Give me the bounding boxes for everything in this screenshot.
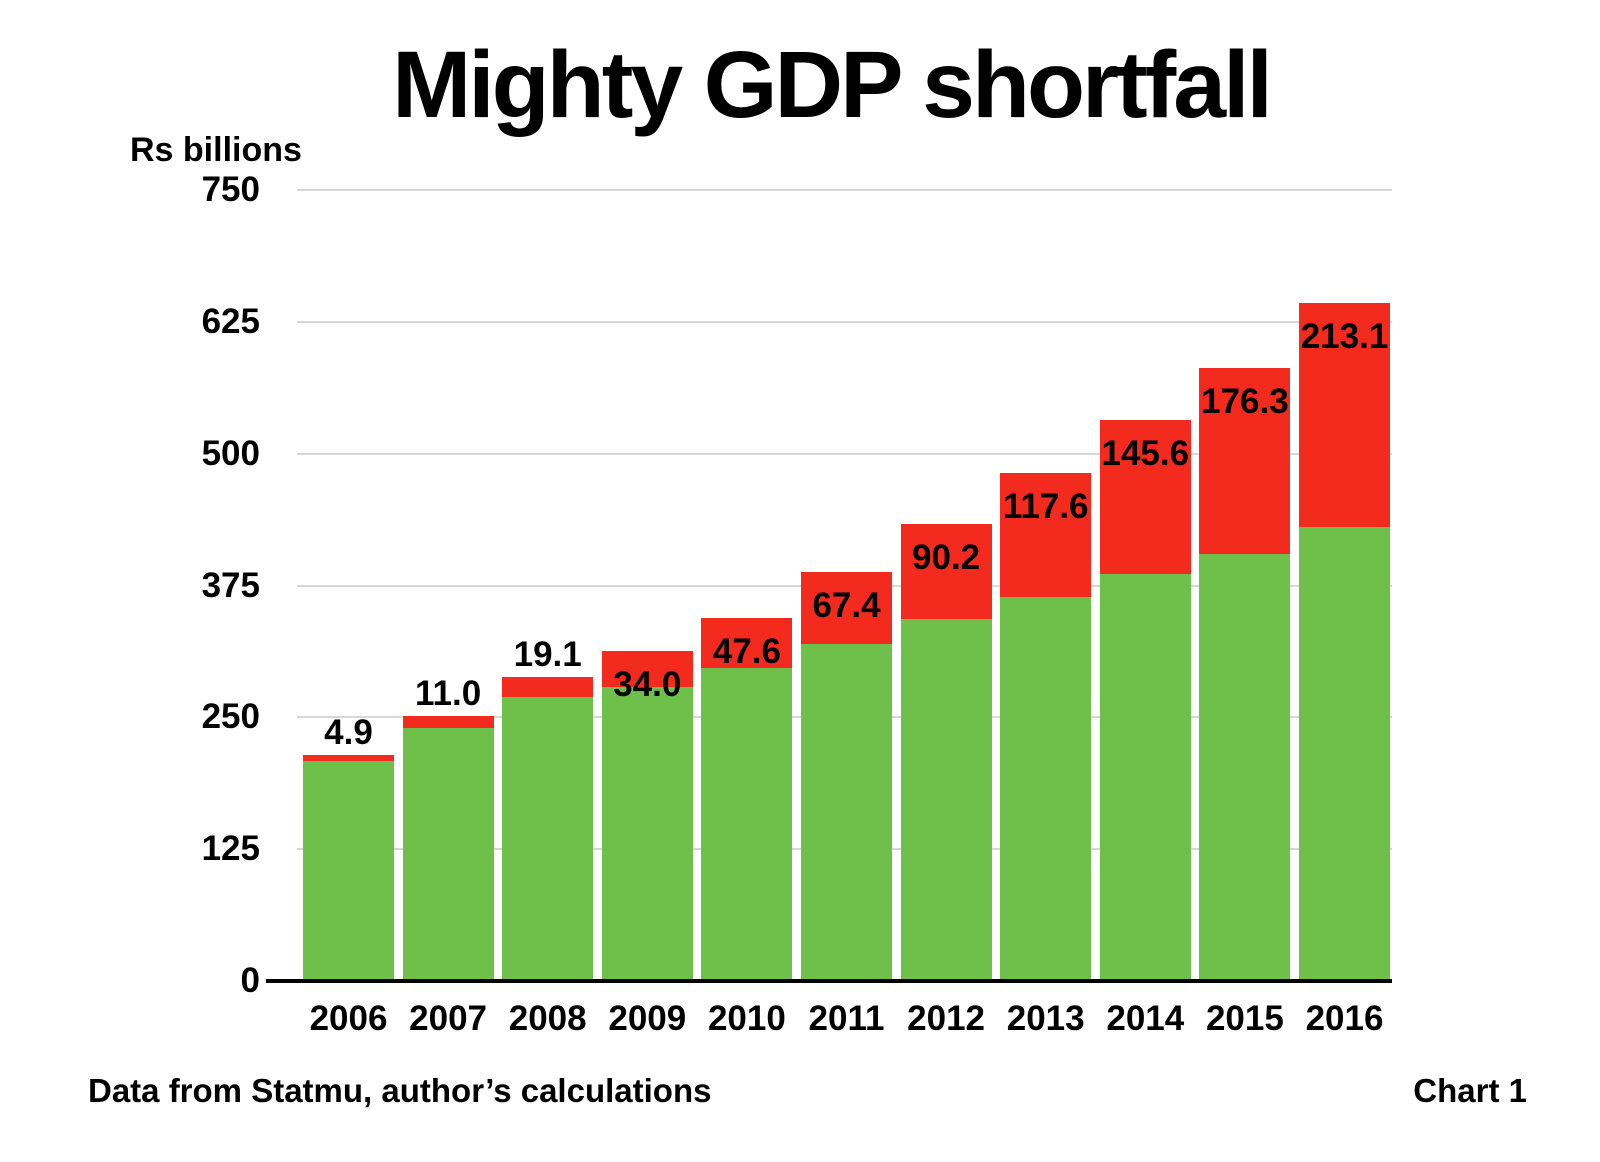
bar-2014-green-segment (1099, 573, 1191, 981)
y-tick-label-500: 500 (201, 433, 260, 473)
x-tick-label-2007: 2007 (409, 999, 488, 1038)
bar-2014-red-segment (1099, 420, 1191, 574)
chart-number: Chart 1 (1413, 1072, 1527, 1109)
bar-2007-red-segment (402, 716, 494, 728)
bar-2011-green-segment (801, 643, 892, 981)
gridline-625 (297, 320, 1392, 323)
data-label-2012: 90.2 (912, 538, 981, 578)
x-tick-label-2010: 2010 (707, 999, 786, 1038)
x-tick-label-2006: 2006 (309, 999, 388, 1038)
bar-2006-red-segment (303, 755, 394, 761)
y-tick-label-375: 375 (201, 565, 260, 605)
bar-2012-green-segment (900, 619, 992, 981)
x-tick-label-2013: 2013 (1006, 999, 1085, 1038)
bar-2010-green-segment (701, 667, 793, 981)
gridline-750 (297, 189, 1392, 191)
bar-2008-green-segment (502, 697, 594, 981)
bar-2013-green-segment (1000, 597, 1092, 981)
data-label-2016: 213.1 (1300, 316, 1389, 356)
x-tick-label-2008: 2008 (508, 999, 587, 1038)
bar-2015-green-segment (1199, 553, 1291, 981)
data-label-2015: 176.3 (1201, 381, 1289, 421)
bar-2012-red-segment (900, 524, 992, 620)
data-label-2010: 47.6 (712, 631, 781, 671)
x-axis-line (266, 979, 1392, 983)
data-label-2006: 4.9 (324, 713, 373, 753)
y-tick-label-250: 250 (201, 697, 260, 737)
data-label-2013: 117.6 (1002, 487, 1089, 527)
data-label-2014: 145.6 (1101, 434, 1190, 474)
bar-2016-red-segment (1299, 302, 1390, 528)
source-note: Data from Statmu, author’s calculations (88, 1072, 712, 1109)
x-tick-label-2015: 2015 (1205, 999, 1284, 1038)
bar-2010-red-segment (701, 617, 793, 668)
y-tick-label-750: 750 (201, 170, 260, 209)
x-tick-label-2009: 2009 (608, 999, 687, 1038)
x-tick-label-2014: 2014 (1106, 999, 1185, 1038)
data-label-2011: 67.4 (812, 586, 881, 626)
x-tick-label-2012: 2012 (907, 999, 986, 1038)
bar-2009-green-segment (601, 686, 693, 981)
x-tick-label-2016: 2016 (1305, 999, 1384, 1038)
bar-2009-red-segment (601, 650, 693, 687)
bar-2013-red-segment (1000, 473, 1092, 598)
data-label-2007: 11.0 (414, 674, 482, 714)
bar-2015-red-segment (1199, 367, 1291, 554)
bar-2008-red-segment (502, 677, 594, 698)
chart-title: Mighty GDP shortfall (392, 32, 1273, 138)
y-tick-label-0: 0 (240, 961, 260, 1000)
y-tick-label-125: 125 (201, 829, 260, 869)
x-tick-label-2011: 2011 (808, 999, 885, 1038)
data-label-2008: 19.1 (513, 635, 582, 675)
bar-2011-red-segment (801, 572, 892, 644)
bar-2016-green-segment (1299, 527, 1390, 981)
gridline-500 (297, 452, 1392, 455)
bar-2007-green-segment (402, 727, 494, 981)
y-axis-unit-label: Rs billions (130, 131, 302, 169)
data-label-2009: 34.0 (613, 664, 682, 704)
bar-2006-green-segment (303, 760, 394, 981)
y-tick-label-625: 625 (201, 301, 260, 341)
